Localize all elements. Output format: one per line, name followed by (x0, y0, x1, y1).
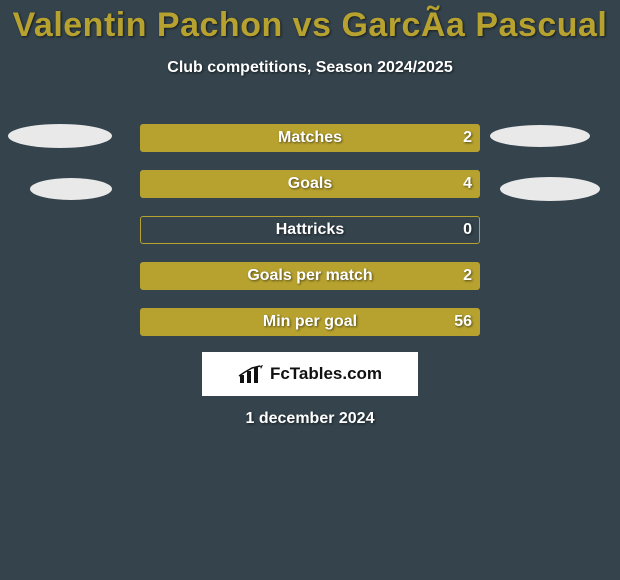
subtitle: Club competitions, Season 2024/2025 (0, 59, 620, 77)
date-text: 1 december 2024 (0, 410, 620, 428)
brand-chart-icon (238, 365, 264, 383)
stat-row: Goals4 (0, 170, 620, 198)
stat-rows: Matches2 Goals4 Hattricks0 Goals per match2… (0, 124, 620, 354)
stat-bar-fill (141, 263, 479, 289)
stat-row: Min per goal56 (0, 308, 620, 336)
stat-bar-outer (140, 170, 480, 198)
stat-bar-fill (141, 125, 479, 151)
stat-row: Hattricks0 (0, 216, 620, 244)
stat-bar-outer (140, 216, 480, 244)
stat-bar-fill (141, 171, 479, 197)
stat-row: Matches2 (0, 124, 620, 152)
brand-text: FcTables.com (270, 364, 382, 384)
stat-bar-fill (141, 309, 479, 335)
stat-bar-outer (140, 262, 480, 290)
comparison-card: Valentin Pachon vs GarcÃ­a Pascual Club … (0, 0, 620, 580)
stat-row: Goals per match2 (0, 262, 620, 290)
page-title: Valentin Pachon vs GarcÃ­a Pascual (0, 0, 620, 45)
stat-bar-outer (140, 308, 480, 336)
brand-badge: FcTables.com (202, 352, 418, 396)
stat-bar-outer (140, 124, 480, 152)
